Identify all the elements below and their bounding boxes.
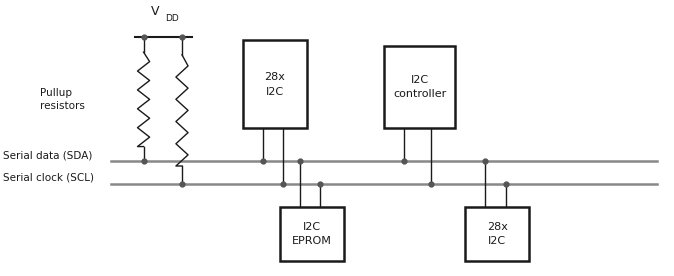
Bar (384, 46, 455, 128)
Text: I2C
controller: I2C controller (393, 75, 446, 99)
Text: Pullup
resistors: Pullup resistors (40, 88, 86, 111)
Bar (243, 40, 307, 128)
Text: DD: DD (165, 14, 179, 23)
Text: 28x
I2C: 28x I2C (487, 222, 508, 246)
Text: Serial data (SDA): Serial data (SDA) (3, 150, 93, 160)
Bar (465, 207, 529, 261)
Text: Serial clock (SCL): Serial clock (SCL) (3, 172, 94, 182)
Text: 28x
I2C: 28x I2C (264, 72, 285, 97)
Text: V: V (151, 5, 160, 18)
Bar (280, 207, 344, 261)
Text: I2C
EPROM: I2C EPROM (292, 222, 332, 246)
